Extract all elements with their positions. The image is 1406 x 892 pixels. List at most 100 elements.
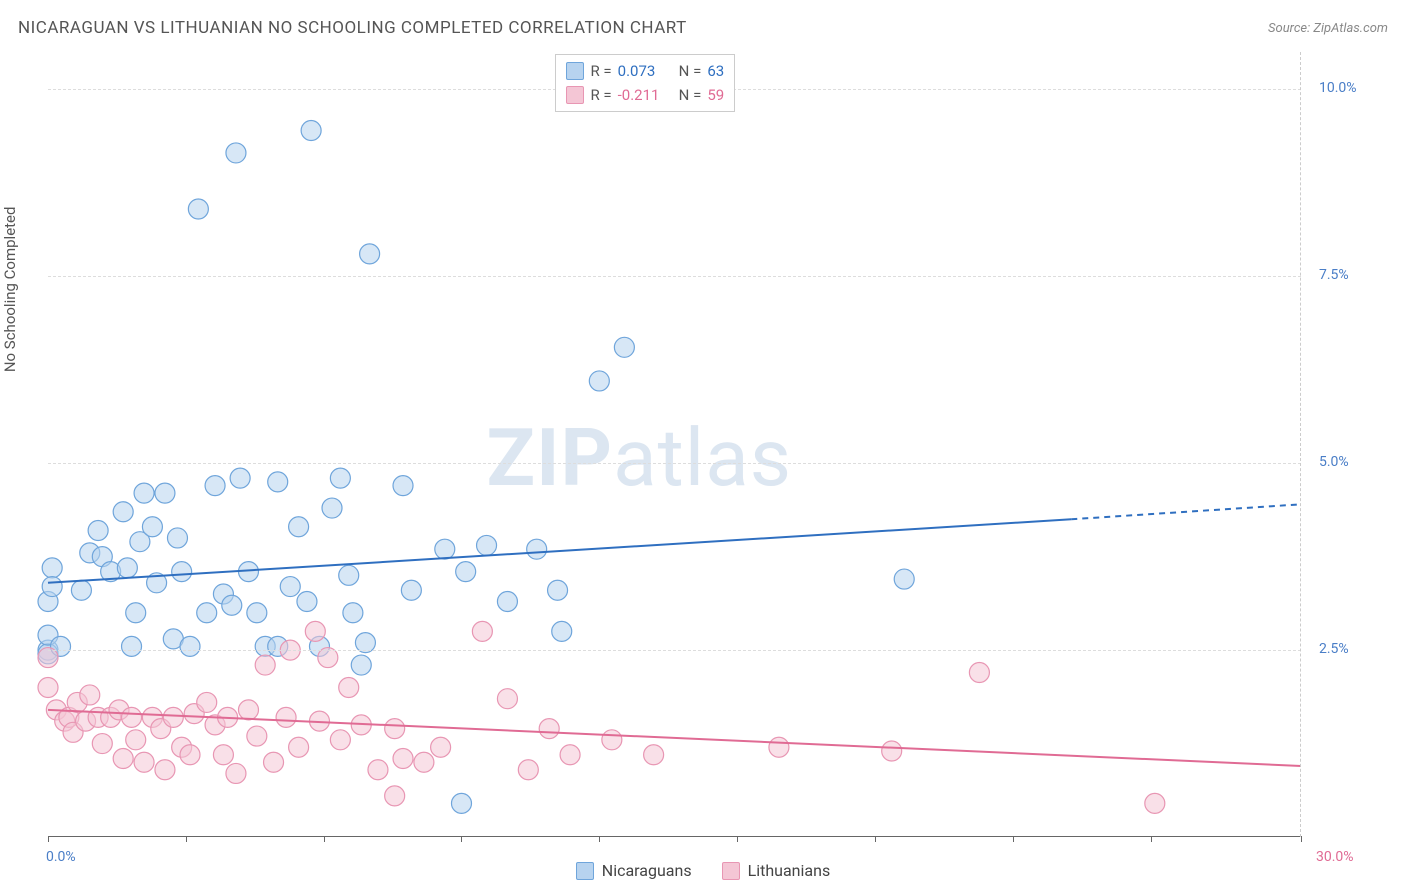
- data-point: [969, 663, 989, 683]
- data-point: [456, 562, 476, 582]
- data-point: [539, 719, 559, 739]
- legend-swatch: [566, 86, 584, 104]
- data-point: [301, 121, 321, 141]
- data-point: [88, 520, 108, 540]
- data-point: [142, 517, 162, 537]
- data-point: [393, 476, 413, 496]
- x-tick-label-max: 30.0%: [1316, 849, 1354, 865]
- data-point: [552, 621, 572, 641]
- data-point: [644, 745, 664, 765]
- data-point: [134, 483, 154, 503]
- data-point: [255, 655, 275, 675]
- x-tick: [875, 836, 876, 842]
- data-point: [330, 468, 350, 488]
- data-point: [205, 476, 225, 496]
- data-point: [122, 636, 142, 656]
- data-point: [518, 760, 538, 780]
- data-point: [368, 760, 388, 780]
- x-tick: [48, 836, 49, 842]
- legend-label: Nicaraguans: [602, 861, 692, 880]
- data-point: [126, 603, 146, 623]
- data-point: [197, 603, 217, 623]
- source-label: Source: ZipAtlas.com: [1268, 21, 1388, 36]
- data-point: [113, 502, 133, 522]
- data-point: [180, 745, 200, 765]
- data-point: [167, 528, 187, 548]
- data-point: [393, 749, 413, 769]
- data-point: [155, 483, 175, 503]
- data-point: [339, 565, 359, 585]
- data-point: [1145, 793, 1165, 813]
- data-point: [497, 592, 517, 612]
- data-point: [213, 745, 233, 765]
- data-point: [155, 760, 175, 780]
- data-point: [477, 535, 497, 555]
- data-point: [385, 719, 405, 739]
- data-point: [247, 726, 267, 746]
- data-point: [42, 577, 62, 597]
- data-point: [451, 793, 471, 813]
- legend-item: Nicaraguans: [576, 861, 692, 880]
- y-tick-label: 5.0%: [1319, 454, 1349, 470]
- data-point: [527, 539, 547, 559]
- grid-line: [48, 650, 1301, 651]
- y-axis-label: No Schooling Completed: [1, 207, 19, 373]
- data-point: [268, 472, 288, 492]
- data-point: [264, 752, 284, 772]
- data-point: [401, 580, 421, 600]
- data-point: [117, 558, 137, 578]
- n-label: N =: [679, 83, 702, 107]
- data-point: [197, 692, 217, 712]
- data-point: [38, 677, 58, 697]
- n-label: N =: [679, 59, 702, 83]
- data-point: [163, 707, 183, 727]
- x-tick-label-min: 0.0%: [46, 849, 76, 865]
- data-point: [247, 603, 267, 623]
- trend-line: [48, 519, 1071, 583]
- chart-title: NICARAGUAN VS LITHUANIAN NO SCHOOLING CO…: [18, 18, 687, 38]
- legend-swatch: [566, 62, 584, 80]
- trend-line-extrapolated: [1071, 504, 1301, 519]
- x-tick: [186, 836, 187, 842]
- legend-label: Lithuanians: [748, 861, 831, 880]
- data-point: [188, 199, 208, 219]
- x-tick: [737, 836, 738, 842]
- data-point: [289, 517, 309, 537]
- x-tick: [324, 836, 325, 842]
- plot-svg: [48, 52, 1301, 836]
- y-tick-label: 2.5%: [1319, 641, 1349, 657]
- data-point: [602, 730, 622, 750]
- data-point: [238, 700, 258, 720]
- data-point: [472, 621, 492, 641]
- data-point: [289, 737, 309, 757]
- legend-swatch: [576, 862, 594, 880]
- x-tick: [1013, 836, 1014, 842]
- data-point: [180, 636, 200, 656]
- r-label: R =: [590, 83, 611, 107]
- data-point: [297, 592, 317, 612]
- x-tick: [1301, 836, 1302, 842]
- data-point: [92, 734, 112, 754]
- data-point: [560, 745, 580, 765]
- data-point: [322, 498, 342, 518]
- data-point: [122, 707, 142, 727]
- data-point: [435, 539, 455, 559]
- data-point: [894, 569, 914, 589]
- n-value: 63: [707, 59, 724, 83]
- data-point: [351, 655, 371, 675]
- data-point: [280, 577, 300, 597]
- data-point: [226, 763, 246, 783]
- stats-row: R =-0.211N =59: [566, 83, 724, 107]
- data-point: [343, 603, 363, 623]
- data-point: [414, 752, 434, 772]
- legend-item: Lithuanians: [722, 861, 831, 880]
- data-point: [330, 730, 350, 750]
- data-point: [305, 621, 325, 641]
- plot-area: ZIPatlas: [48, 52, 1301, 837]
- r-label: R =: [590, 59, 611, 83]
- grid-line: [48, 463, 1301, 464]
- data-point: [882, 741, 902, 761]
- data-point: [126, 730, 146, 750]
- data-point: [360, 244, 380, 264]
- data-point: [431, 737, 451, 757]
